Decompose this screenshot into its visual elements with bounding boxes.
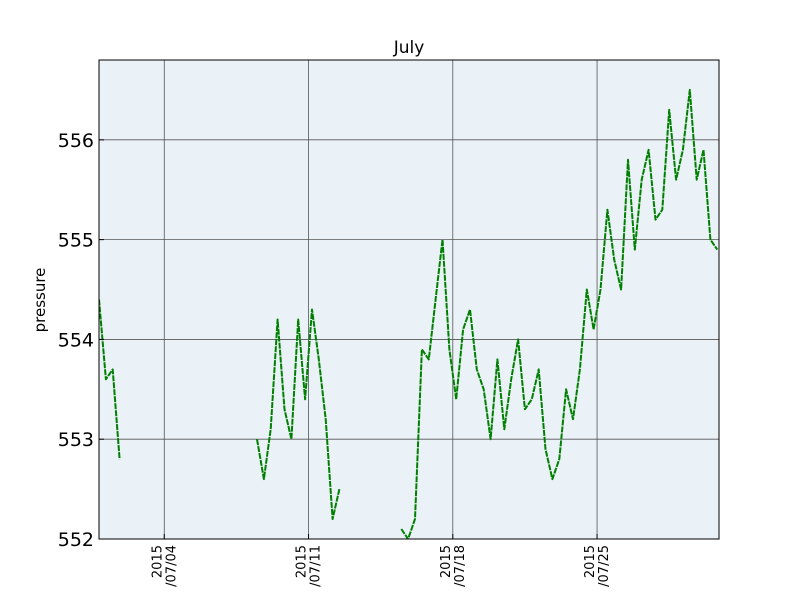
plot-background [99, 60, 719, 539]
y-tick-label: 556 [58, 130, 94, 152]
x-tick-label: 2015/07/11 [295, 545, 324, 587]
y-axis-label: pressure [31, 268, 49, 333]
x-tick-label: 2015/07/18 [439, 545, 468, 587]
chart-title: July [393, 38, 425, 58]
y-tick-label: 555 [58, 230, 94, 252]
x-tick-label: 2015/07/04 [150, 545, 179, 587]
x-tick-label: 2015/07/25 [583, 545, 612, 587]
ticks: 552 553 554 555 556 2015/07/04 2015/07/11 2015/… [58, 130, 612, 587]
plot-frame [98, 59, 720, 540]
y-tick-label: 554 [58, 329, 94, 351]
y-tick-label: 552 [58, 529, 94, 551]
y-tick-label: 553 [58, 429, 94, 451]
grid [99, 60, 719, 540]
